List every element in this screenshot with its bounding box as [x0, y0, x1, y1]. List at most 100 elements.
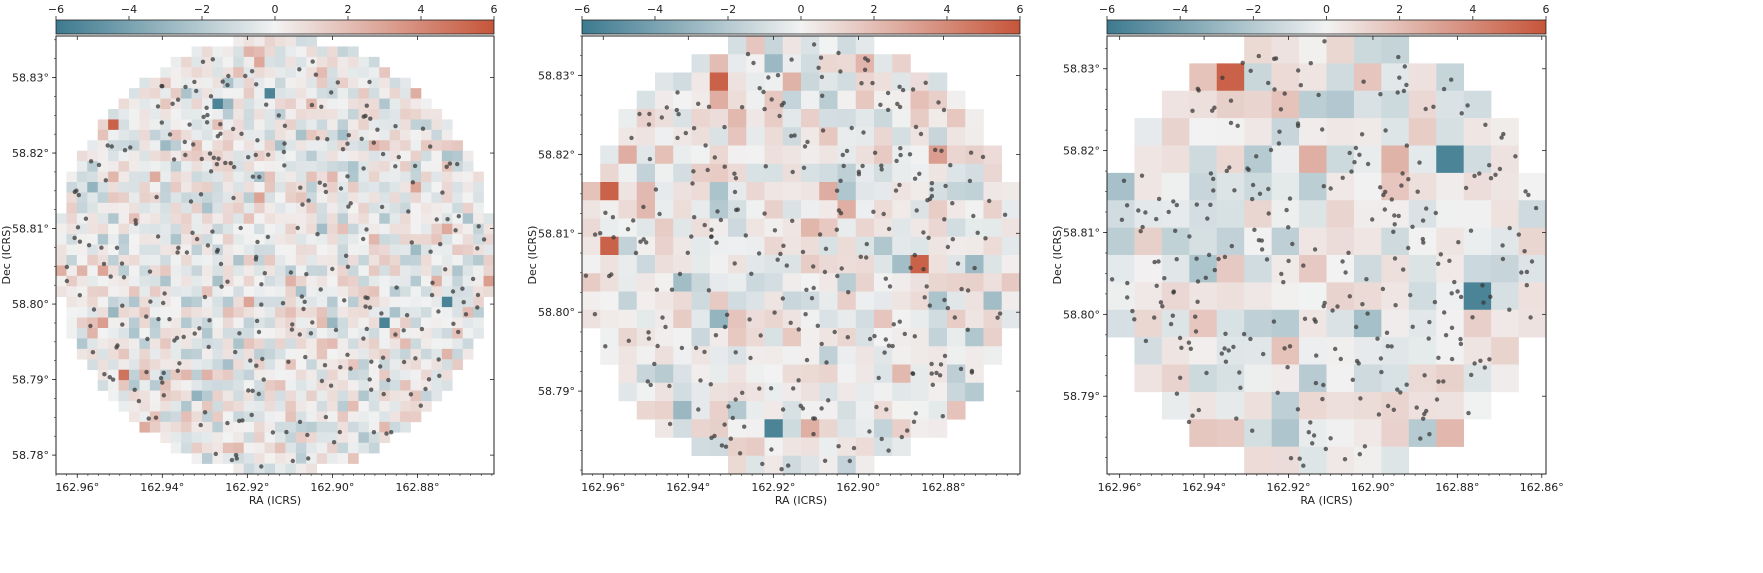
- heatmap-cell: [1299, 337, 1327, 365]
- data-point: [631, 218, 636, 223]
- heatmap-cell: [118, 390, 130, 402]
- heatmap-cell: [76, 223, 88, 235]
- data-point: [1447, 258, 1452, 263]
- data-point: [1152, 259, 1157, 265]
- heatmap-cell: [389, 265, 401, 277]
- heatmap-cell: [691, 90, 711, 110]
- heatmap-cell: [368, 98, 380, 110]
- data-point: [592, 312, 598, 317]
- data-point: [1507, 307, 1512, 312]
- heatmap-cell: [473, 223, 484, 235]
- data-point: [950, 237, 955, 242]
- heatmap-cell: [191, 223, 203, 235]
- heatmap-cell: [965, 328, 984, 347]
- heatmap-cell: [910, 200, 930, 219]
- heatmap-cell: [421, 182, 432, 193]
- heatmap-cell: [202, 296, 213, 308]
- heatmap-cell: [306, 119, 318, 131]
- heatmap-cell: [452, 275, 464, 287]
- data-point: [923, 80, 928, 86]
- heatmap-cell: [233, 317, 245, 329]
- heatmap-cell: [202, 275, 213, 287]
- heatmap-cell: [421, 98, 432, 110]
- heatmap-cell: [1299, 36, 1327, 64]
- heatmap-cell: [400, 328, 411, 339]
- heatmap-cell: [462, 192, 474, 204]
- heatmap-cell: [410, 234, 422, 245]
- heatmap-cell: [782, 36, 802, 55]
- heatmap-cell: [254, 338, 265, 350]
- heatmap-cell: [348, 359, 359, 371]
- data-point: [420, 126, 426, 131]
- heatmap-cell: [431, 265, 443, 277]
- heatmap-cell: [483, 286, 495, 298]
- heatmap-cell: [275, 265, 286, 277]
- heatmap-cell: [782, 218, 802, 238]
- data-point: [1346, 250, 1351, 255]
- heatmap-cell: [855, 364, 875, 384]
- data-point: [201, 114, 206, 120]
- heatmap-cell: [285, 77, 297, 89]
- heatmap-cell: [327, 338, 338, 350]
- heatmap-cell: [97, 317, 109, 329]
- heatmap-cell: [764, 236, 784, 256]
- data-point: [119, 261, 125, 266]
- heatmap-cell: [222, 255, 234, 266]
- data-point: [1393, 303, 1398, 308]
- heatmap-cell: [191, 182, 203, 193]
- heatmap-cell: [337, 338, 349, 350]
- heatmap-cell: [358, 275, 370, 287]
- data-point: [216, 156, 221, 161]
- heatmap-cell: [327, 390, 338, 402]
- data-point: [603, 210, 608, 215]
- heatmap-cell: [327, 244, 338, 256]
- heatmap-cell: [728, 382, 747, 402]
- heatmap-cell: [473, 286, 484, 298]
- heatmap-cell: [1107, 227, 1135, 256]
- heatmap-cell: [421, 213, 432, 225]
- heatmap-cell: [837, 309, 857, 329]
- data-point: [805, 139, 810, 145]
- heatmap-cells: [582, 36, 1021, 475]
- heatmap-cell: [431, 390, 443, 402]
- data-point: [948, 163, 953, 168]
- heatmap-cell: [129, 140, 140, 152]
- heatmap-cell: [636, 90, 656, 110]
- heatmap-cell: [275, 192, 286, 204]
- heatmap-cell: [947, 90, 966, 110]
- heatmap-cell: [473, 171, 484, 183]
- heatmap-cell: [337, 275, 349, 287]
- data-point: [918, 131, 924, 137]
- heatmap-cell: [655, 346, 674, 365]
- data-point: [955, 261, 961, 266]
- data-point: [971, 213, 976, 219]
- heatmap-cell: [181, 98, 192, 110]
- data-point: [175, 368, 180, 373]
- heatmap-cell: [149, 129, 161, 141]
- data-point: [99, 245, 104, 250]
- data-point: [800, 406, 806, 411]
- heatmap-cell: [400, 88, 411, 99]
- heatmap-cell: [928, 273, 948, 292]
- data-point: [1259, 247, 1265, 252]
- heatmap-cell: [892, 182, 911, 201]
- data-point: [786, 463, 791, 468]
- heatmap-cell: [129, 369, 140, 381]
- colorbar-tick-label: 4: [418, 3, 425, 16]
- data-point: [713, 333, 719, 338]
- heatmap-cell: [66, 202, 78, 214]
- heatmap-cell: [410, 380, 422, 391]
- colorbar-tick-label: 2: [1396, 3, 1403, 16]
- heatmap-cell: [149, 109, 161, 120]
- heatmap-cell: [233, 171, 245, 183]
- heatmap-cell: [421, 234, 432, 245]
- data-point: [210, 57, 215, 62]
- data-point: [1156, 259, 1161, 264]
- heatmap-cell: [233, 119, 245, 131]
- heatmap-cell: [275, 88, 286, 99]
- heatmap-cell: [389, 255, 401, 266]
- data-point: [290, 322, 295, 327]
- data-point: [898, 152, 903, 158]
- data-point: [995, 315, 1000, 320]
- heatmap-cell: [108, 275, 119, 287]
